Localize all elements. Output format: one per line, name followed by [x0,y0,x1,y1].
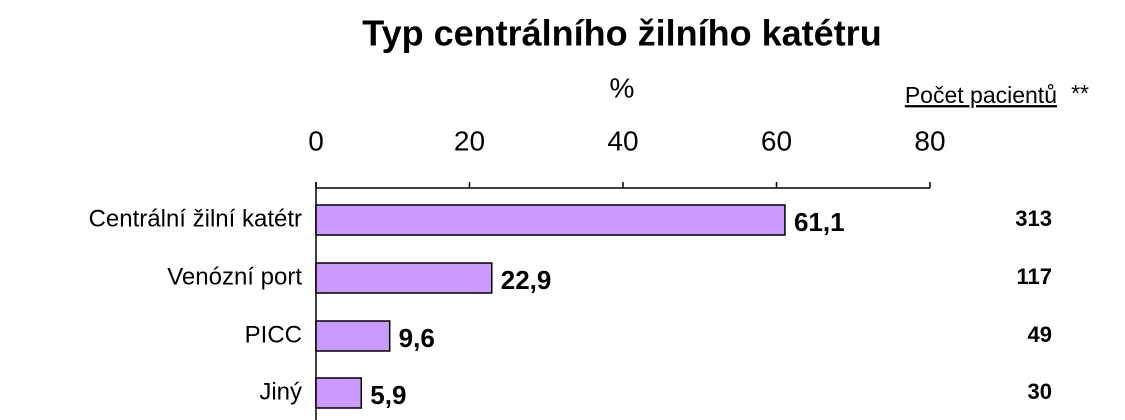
count-label: 30 [1028,379,1052,404]
value-label: 9,6 [399,323,435,353]
count-label: 313 [1015,206,1052,231]
counts-title-note: ** [1071,80,1089,106]
bar [315,204,786,236]
bar [315,377,363,409]
category-label: Venózní port [167,263,302,290]
x-axis-label: % [610,72,635,103]
chart-title: Typ centrálního žilního katétru [362,13,881,54]
category-label: Centrální žilní katétr [89,205,302,232]
value-label: 61,1 [794,207,845,237]
bar [315,262,493,294]
category-label: Jiný [259,378,302,405]
count-label: 49 [1028,322,1052,347]
bar [315,320,391,352]
x-tick-label: 40 [607,125,638,156]
category-label: PICC [245,321,302,348]
value-label: 5,9 [370,380,406,410]
counts-title: Počet pacientů [905,82,1057,108]
x-tick-label: 60 [761,125,792,156]
count-label: 117 [1017,264,1053,289]
x-tick-label: 20 [454,125,485,156]
value-label: 22,9 [501,265,552,295]
x-tick-label: 0 [308,125,324,156]
x-tick-label: 80 [914,125,945,156]
